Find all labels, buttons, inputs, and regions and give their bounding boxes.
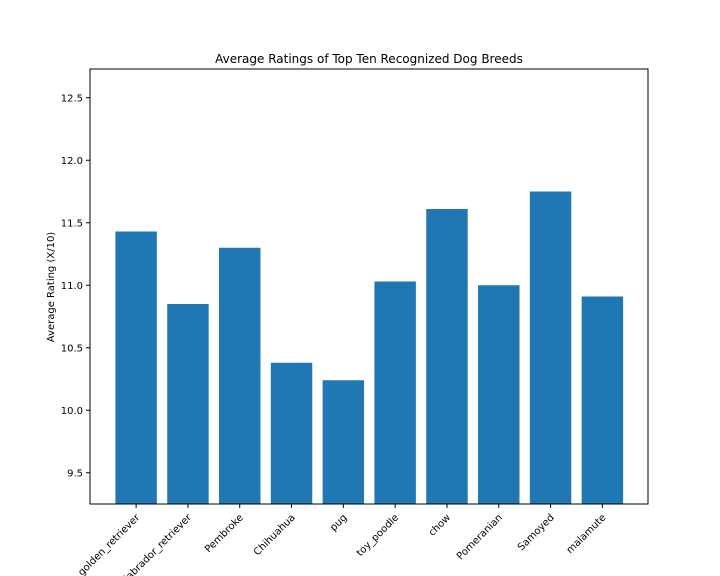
bar-malamute (581, 296, 624, 504)
bar-Pomeranian (478, 285, 520, 504)
bar-Samoyed (529, 191, 572, 504)
bar-Pembroke (219, 247, 261, 504)
y-axis: 9.5 10.0 10.5 11.0 11.5 12.0 12.5 (61, 93, 90, 479)
y-tick-label: 12.5 (61, 93, 83, 104)
chart-title: Average Ratings of Top Ten Recognized Do… (215, 52, 523, 66)
x-tick-label: pug (328, 512, 349, 533)
y-tick-label: 9.5 (67, 468, 83, 479)
y-axis-label: Average Rating (X/10) (46, 232, 57, 343)
bars-group (115, 191, 624, 504)
x-tick-label: Pembroke (203, 512, 246, 555)
x-tick-label: Chihuahua (252, 512, 298, 558)
x-tick-label: Samoyed (516, 512, 557, 553)
y-tick-label: 12.0 (61, 156, 83, 167)
y-tick-label: 10.0 (61, 406, 83, 417)
bar-golden_retriever (115, 231, 157, 504)
y-tick-label: 11.5 (61, 218, 83, 229)
y-tick-label: 11.0 (61, 281, 83, 292)
x-tick-label: toy_poodle (355, 512, 402, 559)
bar-chow (426, 209, 468, 504)
plot-frame (89, 68, 649, 505)
x-tick-label: chow (427, 512, 453, 538)
x-tick-label: Pomeranian (455, 512, 505, 562)
bar-pug (322, 380, 365, 504)
bar-toy_poodle (374, 281, 416, 504)
y-tick-label: 10.5 (61, 343, 83, 354)
x-tick-label: malamute (565, 512, 609, 556)
bar-labrador_retriever (167, 304, 209, 504)
bar-Chihuahua (270, 362, 313, 504)
